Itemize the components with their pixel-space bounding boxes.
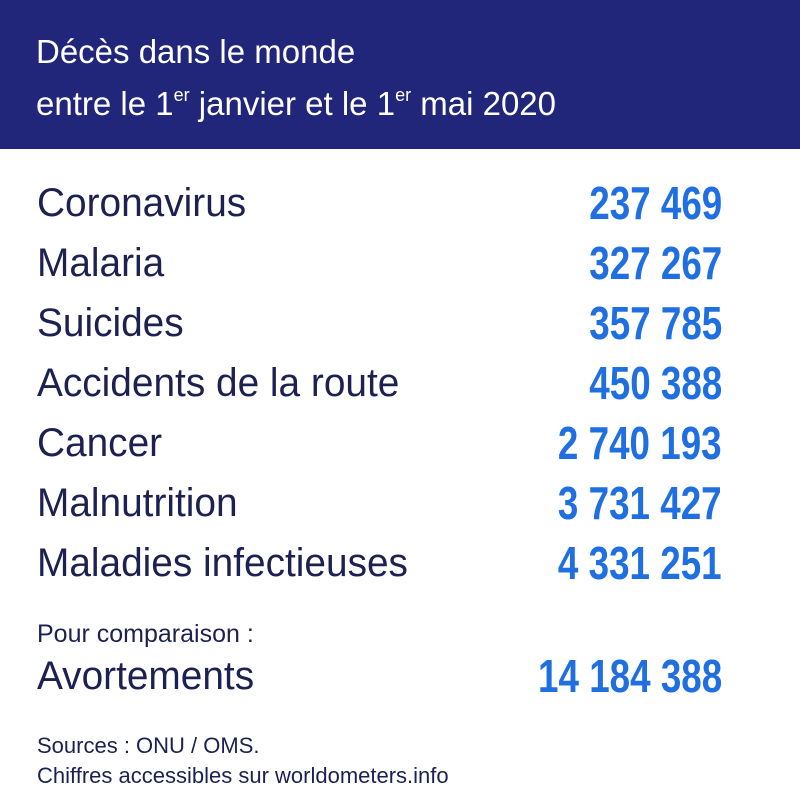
row-value: 3 731 427 [558,477,722,529]
row-value: 14 184 388 [537,650,722,702]
title-sup: er [173,85,190,105]
table-row: Malaria 327 267 [0,235,800,291]
row-value: 327 267 [588,237,722,289]
comparison-row: Avortements 14 184 388 [0,648,800,704]
title-text: janvier et le 1 [189,85,396,122]
row-value: 4 331 251 [558,537,722,589]
row-label: Cancer [37,421,163,465]
row-label: Maladies infectieuses [37,541,408,585]
row-label: Avortements [37,654,255,698]
title-text: mai 2020 [411,85,557,122]
row-value: 450 388 [588,357,722,409]
row-value: 357 785 [588,297,722,349]
row-label: Coronavirus [37,181,247,225]
title-text: entre le 1 [36,85,174,122]
sources-line: Sources : ONU / OMS. [37,733,260,758]
header-banner: Décès dans le monde entre le 1er janvier… [0,0,800,149]
table-row: Accidents de la route 450 388 [0,355,800,411]
table-row: Suicides 357 785 [0,295,800,351]
title-line-1: Décès dans le monde [36,33,356,70]
row-label: Malnutrition [37,481,238,525]
table-row: Malnutrition 3 731 427 [0,475,800,531]
sources-website: Chiffres accessibles sur worldometers.in… [37,763,449,788]
table-row: Coronavirus 237 469 [0,175,800,231]
row-value: 237 469 [588,177,722,229]
title-line-2: entre le 1er janvier et le 1er mai 2020 [36,84,556,124]
comparison-intro: Pour comparaison : [37,620,254,648]
table-row: Maladies infectieuses 4 331 251 [0,535,800,591]
row-label: Accidents de la route [37,361,400,405]
row-value: 2 740 193 [558,417,722,469]
table-row: Cancer 2 740 193 [0,415,800,471]
row-label: Suicides [37,301,184,345]
row-label: Malaria [37,241,165,285]
title-sup: er [395,85,412,105]
